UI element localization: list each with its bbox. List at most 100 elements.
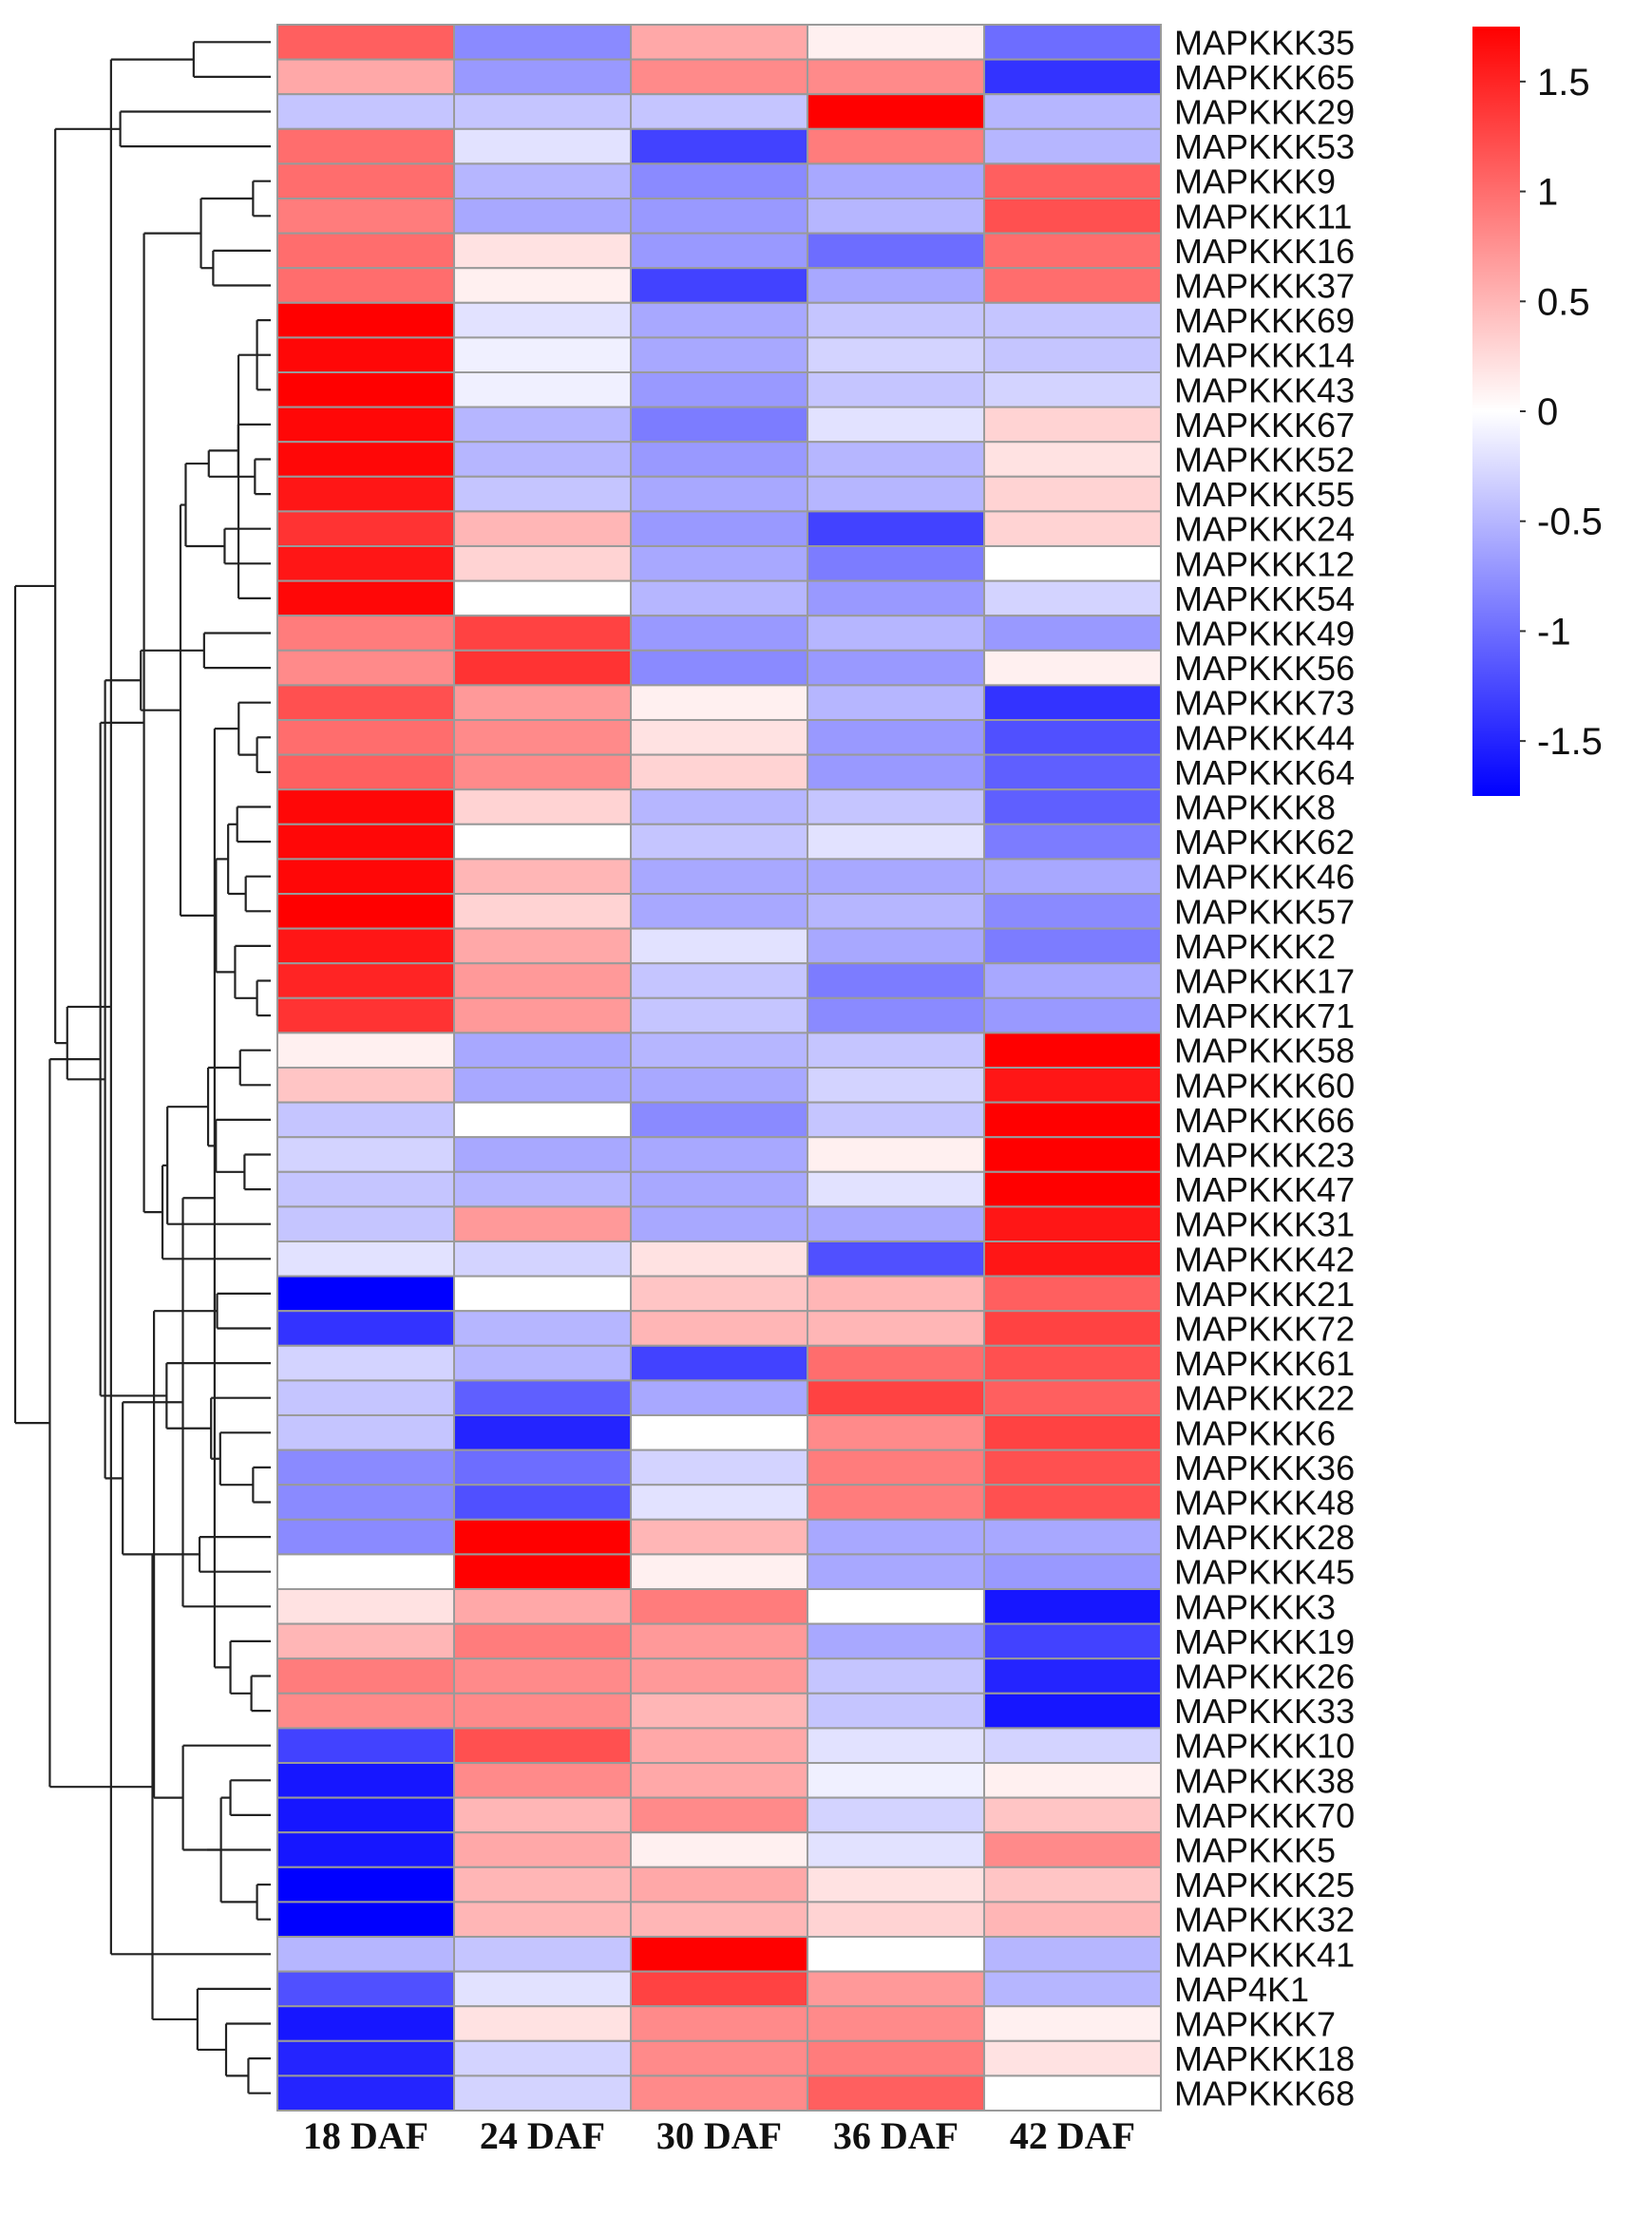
heatmap-cell [276, 753, 455, 791]
heatmap-cell [807, 1727, 985, 1765]
heatmap-cell [453, 962, 632, 999]
row-label: MAPKKK26 [1174, 1657, 1355, 1696]
heatmap-cell [453, 301, 632, 339]
heatmap-cell [630, 267, 808, 304]
heatmap-cell [983, 301, 1162, 339]
legend-colorbar [1472, 27, 1520, 796]
color-legend: 1.5 1 0.5 0 -0.5 -1 -1.5 [1472, 27, 1603, 796]
heatmap-cell [276, 1622, 455, 1660]
heatmap-cell [453, 1657, 632, 1695]
row-label: MAPKKK65 [1174, 58, 1355, 97]
row-label: MAPKKK22 [1174, 1379, 1355, 1418]
heatmap-cell [453, 649, 632, 687]
heatmap-cell [983, 1344, 1162, 1382]
heatmap-cell [807, 1936, 985, 1973]
row-label: MAPKKK52 [1174, 441, 1355, 480]
heatmap-cell [453, 1970, 632, 2008]
heatmap-cell [630, 58, 808, 96]
row-label: MAPKKK28 [1174, 1518, 1355, 1557]
heatmap-cell [630, 858, 808, 896]
heatmap-cell [276, 1970, 455, 2008]
heatmap-cell [453, 2039, 632, 2077]
heatmap-cell [630, 719, 808, 756]
heatmap-cell [983, 1901, 1162, 1939]
heatmap-cell [453, 753, 632, 791]
heatmap-cell [807, 1449, 985, 1487]
heatmap-cell [983, 162, 1162, 199]
heatmap-cell [807, 1553, 985, 1591]
heatmap-cell [630, 1796, 808, 1834]
heatmap-cell [807, 579, 985, 617]
heatmap-cell [276, 336, 455, 373]
heatmap-cell [807, 1622, 985, 1660]
heatmap-cell [807, 371, 985, 408]
heatmap-cell [807, 441, 985, 478]
heatmap-cell [983, 1414, 1162, 1451]
row-label: MAPKKK58 [1174, 1032, 1355, 1070]
heatmap-cell [630, 1622, 808, 1660]
heatmap-cell [807, 719, 985, 756]
heatmap-cell [983, 1484, 1162, 1521]
heatmap-cell [807, 475, 985, 513]
heatmap-cell [453, 615, 632, 652]
heatmap-cell [276, 127, 455, 165]
row-label: MAPKKK62 [1174, 823, 1355, 862]
heatmap-cell [983, 649, 1162, 687]
heatmap-cell [983, 1205, 1162, 1243]
heatmap-cell [453, 1170, 632, 1208]
heatmap-cell [276, 2039, 455, 2077]
legend-tick-label: -0.5 [1537, 502, 1603, 543]
heatmap-cell [807, 127, 985, 165]
heatmap-cell [807, 1518, 985, 1556]
row-label: MAPKKK73 [1174, 684, 1355, 723]
heatmap-cell [276, 162, 455, 199]
heatmap-cell [983, 788, 1162, 825]
heatmap-cell [453, 162, 632, 199]
heatmap-cell [983, 1657, 1162, 1695]
heatmap-cell [630, 545, 808, 582]
heatmap-cell [276, 93, 455, 130]
heatmap-cell [983, 510, 1162, 548]
heatmap-cell [453, 1936, 632, 1973]
heatmap-cell [983, 1588, 1162, 1625]
heatmap-cell [983, 58, 1162, 96]
row-label: MAPKKK33 [1174, 1692, 1355, 1731]
heatmap-cell [630, 1936, 808, 1973]
heatmap-cell [453, 893, 632, 930]
heatmap-cell [276, 1449, 455, 1487]
heatmap-cell [983, 2074, 1162, 2112]
heatmap-cell [276, 371, 455, 408]
heatmap-cell [453, 336, 632, 373]
heatmap-cell [983, 1831, 1162, 1868]
heatmap-cell [807, 858, 985, 896]
row-label: MAPKKK21 [1174, 1275, 1355, 1314]
heatmap-cell [807, 1310, 985, 1347]
heatmap-cell [453, 927, 632, 965]
heatmap-cell [807, 2039, 985, 2077]
row-label: MAPKKK23 [1174, 1136, 1355, 1175]
heatmap-cell [983, 893, 1162, 930]
heatmap-cell [807, 1101, 985, 1139]
row-label: MAPKKK37 [1174, 267, 1355, 306]
row-label: MAPKKK24 [1174, 510, 1355, 549]
row-label: MAPKKK7 [1174, 2005, 1336, 2044]
row-label: MAPKKK32 [1174, 1901, 1355, 1940]
heatmap-cell [453, 93, 632, 130]
row-label: MAPKKK67 [1174, 406, 1355, 445]
heatmap-cell [983, 1310, 1162, 1347]
heatmap-cell [807, 2005, 985, 2042]
heatmap-cell [807, 24, 985, 61]
heatmap-cell [453, 1205, 632, 1243]
heatmap-cell [276, 1170, 455, 1208]
heatmap-cell [983, 475, 1162, 513]
heatmap-cell [630, 1970, 808, 2008]
heatmap-cell [807, 1588, 985, 1625]
heatmap-cell [807, 267, 985, 304]
heatmap-cell [276, 1379, 455, 1417]
heatmap-cell [983, 1796, 1162, 1834]
row-label: MAPKKK60 [1174, 1066, 1355, 1105]
heatmap-cell [630, 1032, 808, 1070]
heatmap-cell [276, 406, 455, 444]
heatmap-cell [276, 1553, 455, 1591]
heatmap-cell [453, 1762, 632, 1799]
